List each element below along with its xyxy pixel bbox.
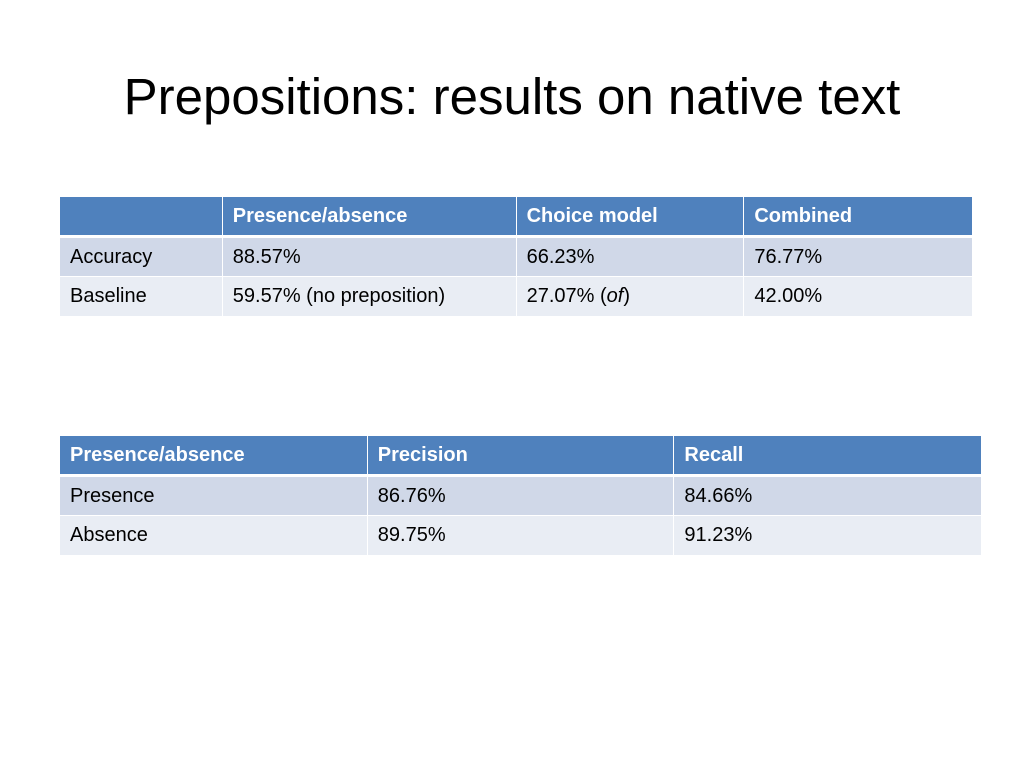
- cell-combined: 42.00%: [743, 276, 973, 317]
- precision-recall-table: Presence/absence Precision Recall Presen…: [59, 435, 982, 556]
- table-row-absence: Absence 89.75% 91.23%: [59, 515, 982, 556]
- cell-presence-absence: 59.57% (no preposition): [221, 276, 517, 317]
- header-cell-combined: Combined: [743, 196, 973, 238]
- row-label: Baseline: [59, 276, 223, 317]
- cell-choice-model: 27.07% (of): [515, 276, 745, 317]
- cell-recall: 91.23%: [673, 515, 982, 556]
- cell-precision: 86.76%: [366, 475, 675, 516]
- cell-text-italic: of: [606, 285, 624, 307]
- cell-choice-model: 66.23%: [515, 236, 745, 277]
- header-cell-recall: Recall: [673, 435, 982, 477]
- row-label: Absence: [59, 515, 368, 556]
- header-cell-empty: [59, 196, 223, 238]
- cell-text-prefix: 27.07% (: [526, 285, 607, 307]
- slide-title: Prepositions: results on native text: [123, 68, 901, 125]
- table-row-accuracy: Accuracy 88.57% 66.23% 76.77%: [59, 236, 973, 277]
- row-label: Presence: [59, 475, 368, 516]
- cell-combined: 76.77%: [743, 236, 973, 277]
- table-header-row: Presence/absence Precision Recall: [59, 435, 982, 477]
- header-cell-precision: Precision: [366, 435, 675, 477]
- results-table: Presence/absence Choice model Combined A…: [59, 196, 973, 317]
- row-label: Accuracy: [59, 236, 223, 277]
- table-row-presence: Presence 86.76% 84.66%: [59, 475, 982, 516]
- table-header-row: Presence/absence Choice model Combined: [59, 196, 973, 238]
- cell-precision: 89.75%: [366, 515, 675, 556]
- cell-recall: 84.66%: [673, 475, 982, 516]
- cell-text-suffix: ): [623, 285, 630, 307]
- header-cell-presence-absence: Presence/absence: [221, 196, 517, 238]
- table-row-baseline: Baseline 59.57% (no preposition) 27.07% …: [59, 276, 973, 317]
- header-cell-presence-absence: Presence/absence: [59, 435, 368, 477]
- cell-presence-absence: 88.57%: [221, 236, 517, 277]
- header-cell-choice-model: Choice model: [515, 196, 745, 238]
